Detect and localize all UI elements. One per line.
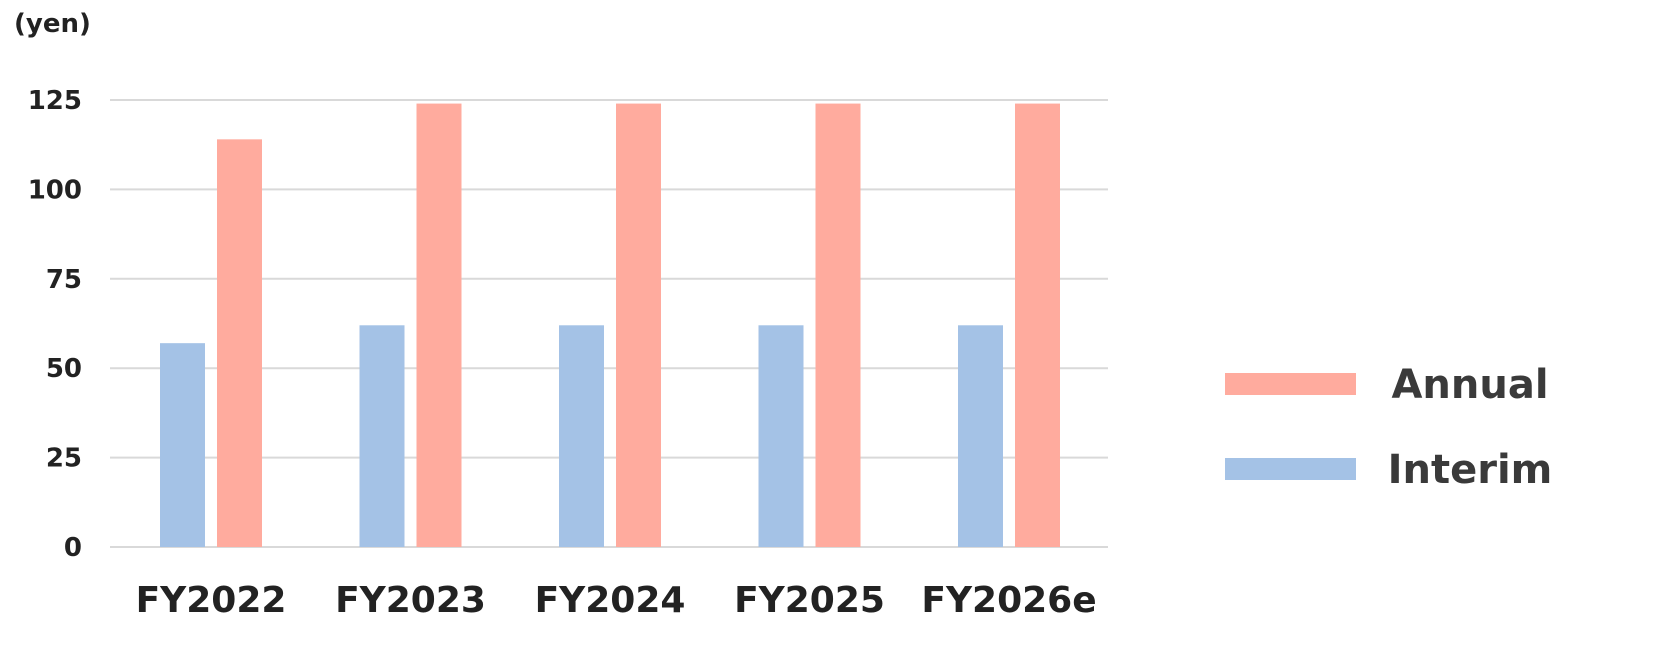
y-tick-label-0: 0 — [64, 533, 82, 563]
y-axis-tick-labels: 0 25 50 75 100 125 — [28, 86, 82, 563]
legend-label-interim: Interim — [1388, 447, 1553, 493]
x-tick-label-fy2026e: FY2026e — [921, 580, 1096, 621]
bar-annual-fy2023 — [416, 103, 462, 548]
legend-swatch-annual — [1225, 373, 1356, 395]
x-tick-label-fy2024: FY2024 — [535, 580, 686, 621]
gridlines — [110, 99, 1108, 548]
legend: Annual Interim — [1225, 362, 1552, 493]
x-tick-label-fy2023: FY2023 — [335, 580, 486, 621]
bars — [160, 103, 1060, 548]
y-tick-label-50: 50 — [46, 354, 82, 384]
bar-interim-fy2022 — [160, 343, 205, 547]
x-axis-tick-labels: FY2022 FY2023 FY2024 FY2025 FY2026e — [136, 580, 1097, 621]
bar-interim-fy2025 — [758, 325, 804, 547]
legend-swatch-interim — [1225, 458, 1356, 480]
bar-annual-fy2022 — [217, 139, 262, 547]
bar-interim-fy2026e — [958, 325, 1003, 547]
y-tick-label-25: 25 — [46, 444, 82, 474]
x-tick-label-fy2022: FY2022 — [136, 580, 287, 621]
y-axis-unit-label: (yen) — [14, 9, 91, 39]
bar-interim-fy2023 — [359, 325, 405, 547]
legend-label-annual: Annual — [1391, 362, 1548, 408]
y-tick-label-100: 100 — [28, 175, 82, 205]
bar-interim-fy2024 — [559, 325, 604, 547]
y-tick-label-75: 75 — [46, 265, 82, 295]
bar-annual-fy2025 — [815, 103, 861, 548]
y-tick-label-125: 125 — [28, 86, 82, 116]
bar-annual-fy2026e — [1015, 103, 1060, 548]
x-tick-label-fy2025: FY2025 — [734, 580, 885, 621]
bar-annual-fy2024 — [616, 103, 661, 548]
